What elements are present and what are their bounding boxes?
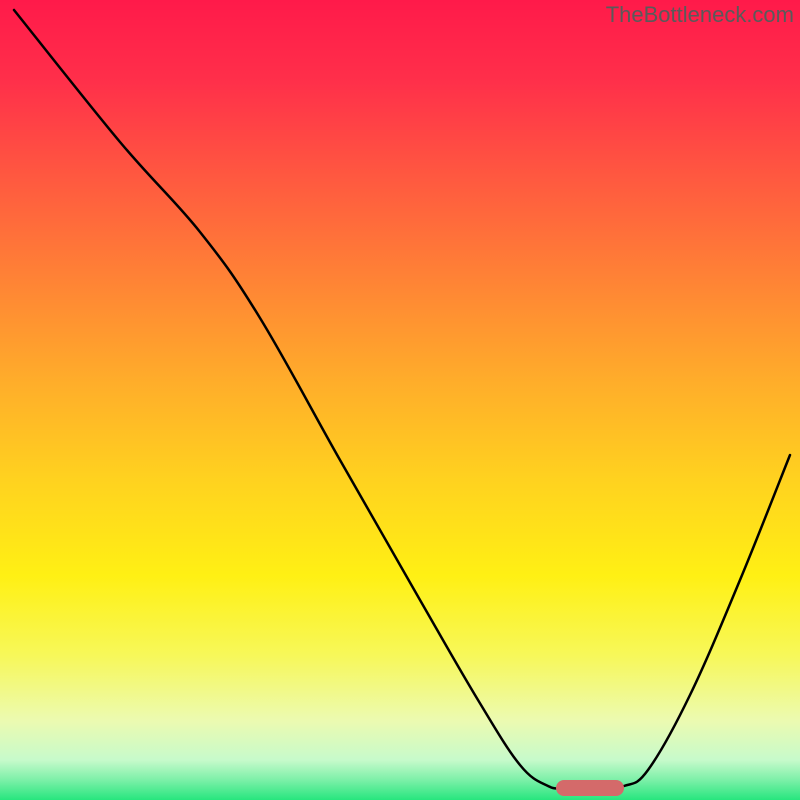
bottleneck-chart: TheBottleneck.com [0, 0, 800, 800]
bottleneck-curve [0, 0, 800, 800]
watermark-text: TheBottleneck.com [606, 2, 794, 28]
optimal-zone-marker [556, 780, 624, 796]
